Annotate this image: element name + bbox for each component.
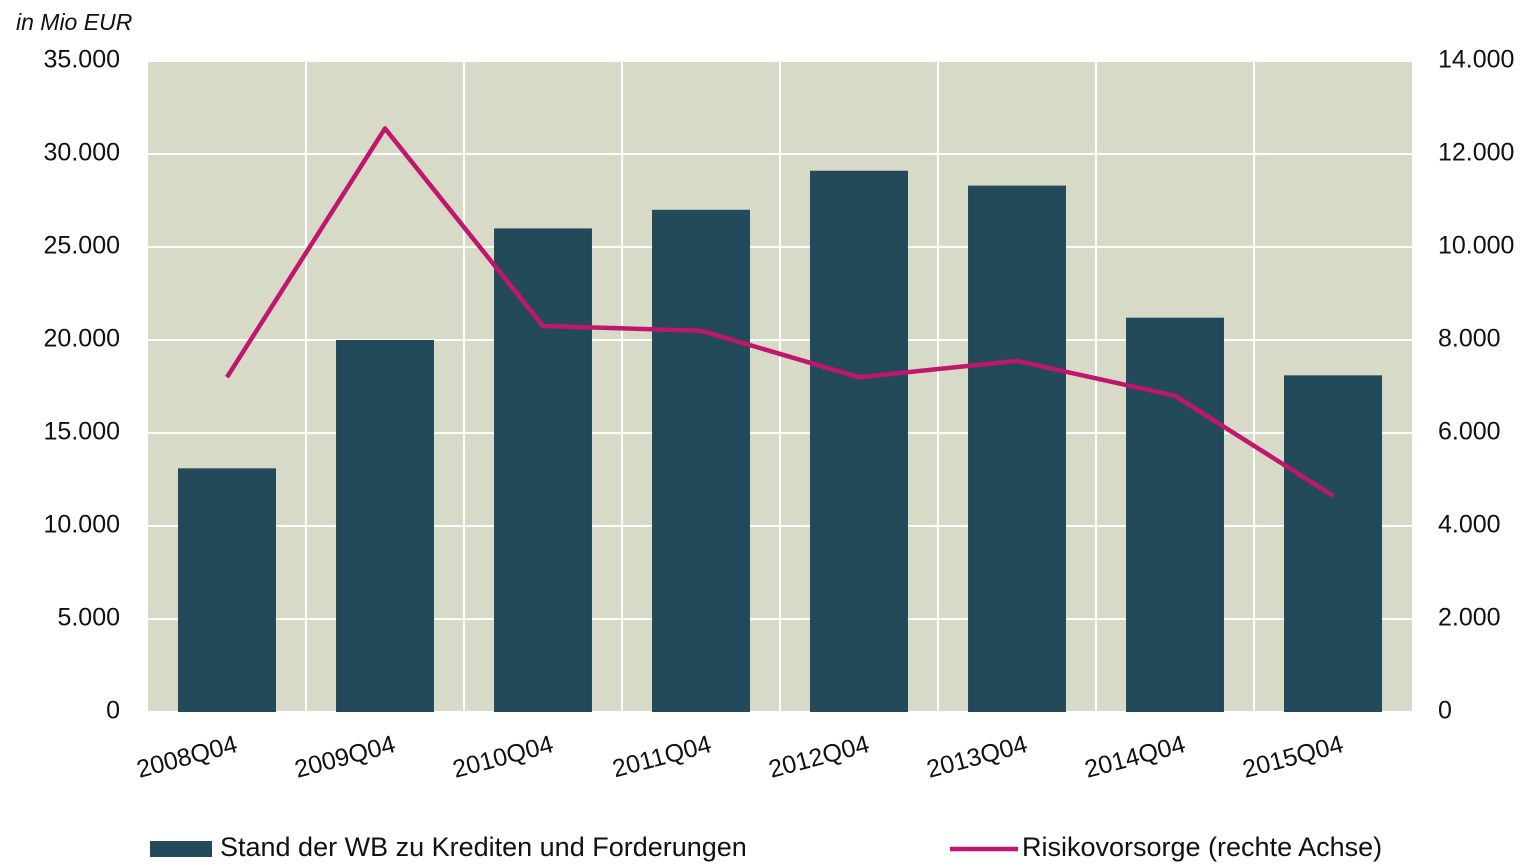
y2-tick-label: 0 — [1438, 697, 1452, 725]
y-tick-label: 5.000 — [57, 604, 120, 632]
y-tick-label: 30.000 — [44, 139, 120, 167]
bar — [1126, 317, 1224, 712]
bar — [1284, 375, 1382, 712]
y2-tick-label: 8.000 — [1438, 325, 1501, 353]
y2-tick-label: 12.000 — [1438, 139, 1514, 167]
x-tick-label: 2012Q04 — [766, 730, 873, 784]
unit-label: in Mio EUR — [16, 9, 132, 35]
y2-tick-label: 2.000 — [1438, 604, 1501, 632]
y2-tick-label: 4.000 — [1438, 511, 1501, 539]
legend-label: Risikovorsorge (rechte Achse) — [1022, 832, 1382, 862]
x-tick-label: 2008Q04 — [134, 730, 241, 784]
line — [225, 126, 1335, 498]
y2-tick-label: 10.000 — [1438, 232, 1514, 260]
bar — [652, 209, 750, 713]
x-tick-label: 2009Q04 — [292, 730, 399, 784]
y2-tick-label: 6.000 — [1438, 418, 1501, 446]
y-tick-label: 25.000 — [44, 232, 120, 260]
y-tick-label: 20.000 — [44, 325, 120, 353]
x-tick-label: 2015Q04 — [1240, 730, 1347, 784]
legend-label: Stand der WB zu Krediten und Forderungen — [220, 832, 747, 862]
y-tick-label: 0 — [106, 697, 120, 725]
y2-tick-label: 14.000 — [1438, 46, 1514, 74]
bar — [336, 340, 434, 712]
legend-swatch — [150, 841, 212, 857]
x-tick-label: 2013Q04 — [924, 730, 1031, 784]
bar — [178, 468, 276, 712]
x-tick-label: 2014Q04 — [1082, 730, 1189, 784]
bar — [494, 228, 592, 712]
y-tick-label: 10.000 — [44, 511, 120, 539]
y-tick-label: 15.000 — [44, 418, 120, 446]
bar — [968, 185, 1066, 712]
y-tick-label: 35.000 — [44, 46, 120, 74]
x-tick-label: 2011Q04 — [609, 730, 714, 783]
x-tick-label: 2010Q04 — [450, 730, 557, 784]
bar — [810, 170, 908, 713]
